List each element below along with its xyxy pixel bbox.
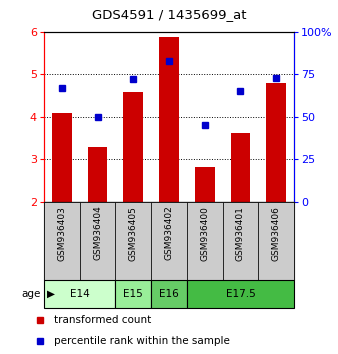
Bar [258,202,294,280]
Text: percentile rank within the sample: percentile rank within the sample [54,336,230,346]
Bar [44,280,115,308]
Bar [52,113,72,202]
Bar [231,132,250,202]
Bar [80,202,115,280]
Text: GSM936402: GSM936402 [165,206,173,261]
Text: GSM936404: GSM936404 [93,206,102,261]
Text: E17.5: E17.5 [225,289,255,299]
Bar [115,280,151,308]
Bar [123,92,143,202]
Text: GSM936403: GSM936403 [57,206,66,261]
Bar [151,280,187,308]
Bar [195,167,215,202]
Text: GSM936401: GSM936401 [236,206,245,261]
Bar [88,147,107,202]
Bar [151,202,187,280]
Bar [44,202,80,280]
Text: GSM936400: GSM936400 [200,206,209,261]
Bar [223,202,258,280]
Text: ▶: ▶ [47,289,55,299]
Text: GDS4591 / 1435699_at: GDS4591 / 1435699_at [92,8,246,21]
Text: E14: E14 [70,289,90,299]
Text: age: age [21,289,41,299]
Text: GSM936406: GSM936406 [272,206,281,261]
Text: GSM936405: GSM936405 [129,206,138,261]
Bar [266,83,286,202]
Bar [187,280,294,308]
Text: E15: E15 [123,289,143,299]
Bar [187,202,223,280]
Text: transformed count: transformed count [54,315,151,325]
Bar [115,202,151,280]
Bar [159,38,179,202]
Text: E16: E16 [159,289,179,299]
